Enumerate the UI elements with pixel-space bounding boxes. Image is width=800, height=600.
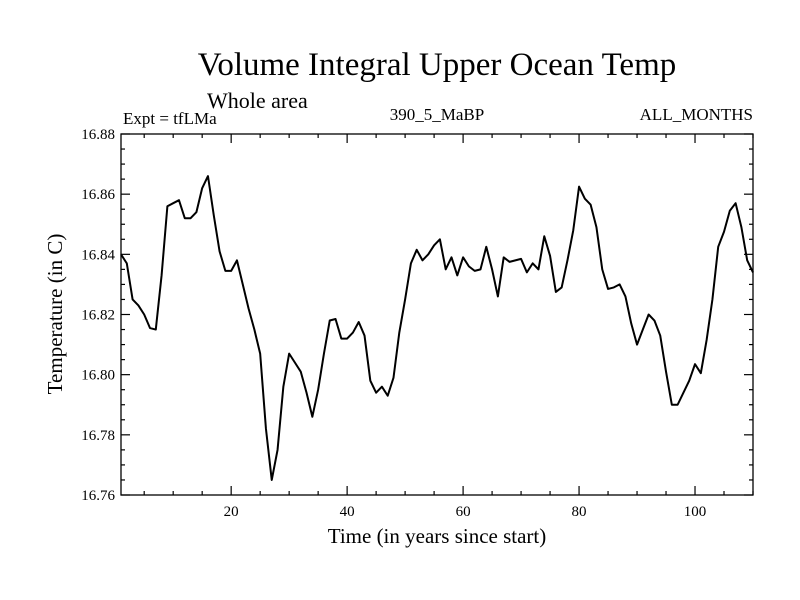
x-tick-label: 40 xyxy=(340,504,355,520)
y-tick-label: 16.88 xyxy=(81,127,115,143)
y-axis: 16.76 16.78 16.80 16.82 16.84 16.86 16.88 xyxy=(81,127,753,504)
y-tick-label: 16.80 xyxy=(81,368,115,384)
experiment-label: Expt = tfLMa xyxy=(123,109,217,128)
y-tick-label: 16.86 xyxy=(81,187,115,203)
plot-area: 20 40 60 80 100 16.7616.7816.8016.8216.8416.… xyxy=(81,127,754,520)
x-tick-label: 20 xyxy=(224,504,239,520)
x-tick-label: 80 xyxy=(572,504,587,520)
x-axis: 20 40 60 80 100 xyxy=(143,134,754,520)
y-axis-label: Temperature (in C) xyxy=(43,234,67,395)
series-line xyxy=(120,175,754,481)
chart-subtitle: Whole area xyxy=(207,88,308,113)
y-tick-label: 16.76 xyxy=(81,488,115,504)
chart-title: Volume Integral Upper Ocean Temp xyxy=(198,47,676,83)
months-label: ALL_MONTHS xyxy=(640,105,753,124)
x-tick-label: 60 xyxy=(456,504,471,520)
x-tick-label: 100 xyxy=(684,504,707,520)
y-tick-label: 16.78 xyxy=(81,428,115,444)
y-tick-label: 16.84 xyxy=(81,247,115,263)
x-axis-label: Time (in years since start) xyxy=(328,524,547,548)
run-label: 390_5_MaBP xyxy=(390,105,484,124)
y-tick-label: 16.82 xyxy=(81,308,115,324)
